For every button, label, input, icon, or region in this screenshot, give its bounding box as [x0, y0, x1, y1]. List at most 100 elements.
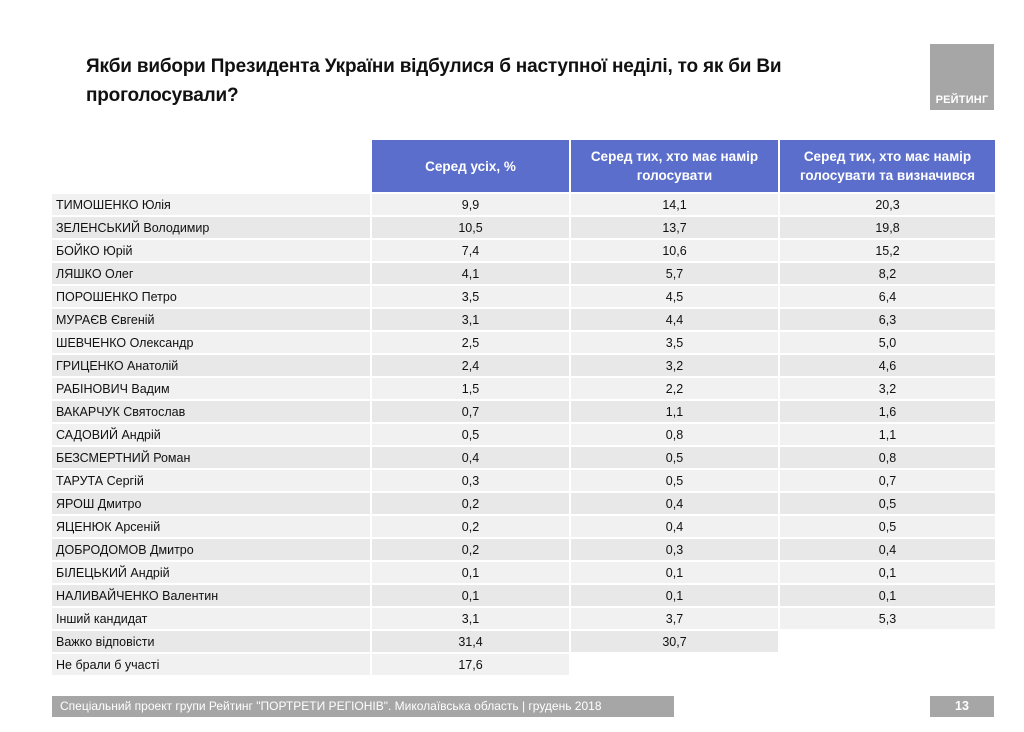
- table-body: ТИМОШЕНКО Юлія 9,9 14,1 20,3 ЗЕЛЕНСЬКИЙ Воло…: [52, 192, 995, 675]
- value-voters: 0,4: [569, 491, 778, 514]
- value-voters: 5,7: [569, 261, 778, 284]
- value-decided: 3,2: [778, 376, 995, 399]
- candidate-name: ЗЕЛЕНСЬКИЙ Володимир: [52, 215, 370, 238]
- value-voters: 3,2: [569, 353, 778, 376]
- candidate-name: ЯЦЕНЮК Арсеній: [52, 514, 370, 537]
- table-row: ПОРОШЕНКО Петро 3,5 4,5 6,4: [52, 284, 995, 307]
- table-row: ЛЯШКО Олег 4,1 5,7 8,2: [52, 261, 995, 284]
- value-all: 3,1: [370, 307, 569, 330]
- value-all: 17,6: [370, 652, 569, 675]
- table-row: БІЛЕЦЬКИЙ Андрій 0,1 0,1 0,1: [52, 560, 995, 583]
- value-decided: 6,3: [778, 307, 995, 330]
- value-all: 3,5: [370, 284, 569, 307]
- candidate-name: БІЛЕЦЬКИЙ Андрій: [52, 560, 370, 583]
- value-all: 0,2: [370, 514, 569, 537]
- value-decided: 19,8: [778, 215, 995, 238]
- value-decided: 1,6: [778, 399, 995, 422]
- value-all: 9,9: [370, 192, 569, 215]
- value-all: 0,3: [370, 468, 569, 491]
- candidate-name: БОЙКО Юрій: [52, 238, 370, 261]
- value-all: 0,2: [370, 491, 569, 514]
- value-voters: 14,1: [569, 192, 778, 215]
- value-voters: 10,6: [569, 238, 778, 261]
- table-row: Не брали б участі 17,6: [52, 652, 995, 675]
- value-decided: 4,6: [778, 353, 995, 376]
- value-voters: 4,5: [569, 284, 778, 307]
- value-all: 0,1: [370, 583, 569, 606]
- value-all: 2,5: [370, 330, 569, 353]
- value-voters: [569, 652, 778, 675]
- results-table: Серед усіх, % Серед тих, хто має намір г…: [52, 140, 995, 675]
- candidate-name: БЕЗСМЕРТНИЙ Роман: [52, 445, 370, 468]
- table-row: ЯРОШ Дмитро 0,2 0,4 0,5: [52, 491, 995, 514]
- value-decided: [778, 629, 995, 652]
- candidate-name: ТИМОШЕНКО Юлія: [52, 192, 370, 215]
- value-decided: 0,5: [778, 491, 995, 514]
- value-decided: 5,0: [778, 330, 995, 353]
- candidate-name: МУРАЄВ Євгеній: [52, 307, 370, 330]
- value-all: 0,7: [370, 399, 569, 422]
- value-decided: 0,8: [778, 445, 995, 468]
- candidate-name: ВАКАРЧУК Святослав: [52, 399, 370, 422]
- value-decided: 0,1: [778, 560, 995, 583]
- value-voters: 2,2: [569, 376, 778, 399]
- table-row: ШЕВЧЕНКО Олександр 2,5 3,5 5,0: [52, 330, 995, 353]
- table-row: МУРАЄВ Євгеній 3,1 4,4 6,3: [52, 307, 995, 330]
- candidate-name: САДОВИЙ Андрій: [52, 422, 370, 445]
- candidate-name: Не брали б участі: [52, 652, 370, 675]
- value-all: 0,1: [370, 560, 569, 583]
- value-all: 31,4: [370, 629, 569, 652]
- value-voters: 3,7: [569, 606, 778, 629]
- table-row: ТИМОШЕНКО Юлія 9,9 14,1 20,3: [52, 192, 995, 215]
- value-voters: 0,5: [569, 468, 778, 491]
- value-all: 2,4: [370, 353, 569, 376]
- value-all: 0,4: [370, 445, 569, 468]
- candidate-name: ЛЯШКО Олег: [52, 261, 370, 284]
- value-voters: 30,7: [569, 629, 778, 652]
- value-decided: 0,1: [778, 583, 995, 606]
- value-decided: 1,1: [778, 422, 995, 445]
- header-blank-cell: [52, 140, 370, 192]
- table-row: ЗЕЛЕНСЬКИЙ Володимир 10,5 13,7 19,8: [52, 215, 995, 238]
- value-voters: 0,8: [569, 422, 778, 445]
- table-header-row: Серед усіх, % Серед тих, хто має намір г…: [52, 140, 995, 192]
- table-row: РАБІНОВИЧ Вадим 1,5 2,2 3,2: [52, 376, 995, 399]
- candidate-name: РАБІНОВИЧ Вадим: [52, 376, 370, 399]
- table-row: НАЛИВАЙЧЕНКО Валентин 0,1 0,1 0,1: [52, 583, 995, 606]
- value-decided: 0,7: [778, 468, 995, 491]
- value-decided: 0,5: [778, 514, 995, 537]
- page-number: 13: [930, 696, 994, 717]
- value-voters: 0,1: [569, 583, 778, 606]
- table-row: САДОВИЙ Андрій 0,5 0,8 1,1: [52, 422, 995, 445]
- table-row: ГРИЦЕНКО Анатолій 2,4 3,2 4,6: [52, 353, 995, 376]
- candidate-name: ТАРУТА Сергій: [52, 468, 370, 491]
- table-row: Важко відповісти 31,4 30,7: [52, 629, 995, 652]
- footer-caption: Спеціальний проект групи Рейтинг "ПОРТРЕ…: [52, 696, 674, 717]
- value-voters: 0,4: [569, 514, 778, 537]
- value-voters: 1,1: [569, 399, 778, 422]
- candidate-name: ДОБРОДОМОВ Дмитро: [52, 537, 370, 560]
- value-all: 1,5: [370, 376, 569, 399]
- value-decided: 20,3: [778, 192, 995, 215]
- table-row: ДОБРОДОМОВ Дмитро 0,2 0,3 0,4: [52, 537, 995, 560]
- table-row: ЯЦЕНЮК Арсеній 0,2 0,4 0,5: [52, 514, 995, 537]
- value-decided: 8,2: [778, 261, 995, 284]
- value-all: 0,2: [370, 537, 569, 560]
- header-voters: Серед тих, хто має намір голосувати: [569, 140, 778, 192]
- value-voters: 13,7: [569, 215, 778, 238]
- page-title: Якби вибори Президента України відбулися…: [86, 56, 782, 106]
- value-all: 10,5: [370, 215, 569, 238]
- candidate-name: НАЛИВАЙЧЕНКО Валентин: [52, 583, 370, 606]
- value-all: 7,4: [370, 238, 569, 261]
- candidate-name: Важко відповісти: [52, 629, 370, 652]
- table-row: Інший кандидат 3,1 3,7 5,3: [52, 606, 995, 629]
- value-decided: 0,4: [778, 537, 995, 560]
- candidate-name: Інший кандидат: [52, 606, 370, 629]
- logo-text: РЕЙТИНГ: [935, 94, 989, 106]
- table-row: БОЙКО Юрій 7,4 10,6 15,2: [52, 238, 995, 261]
- value-decided: 15,2: [778, 238, 995, 261]
- value-voters: 0,3: [569, 537, 778, 560]
- value-all: 3,1: [370, 606, 569, 629]
- value-decided: 6,4: [778, 284, 995, 307]
- value-voters: 3,5: [569, 330, 778, 353]
